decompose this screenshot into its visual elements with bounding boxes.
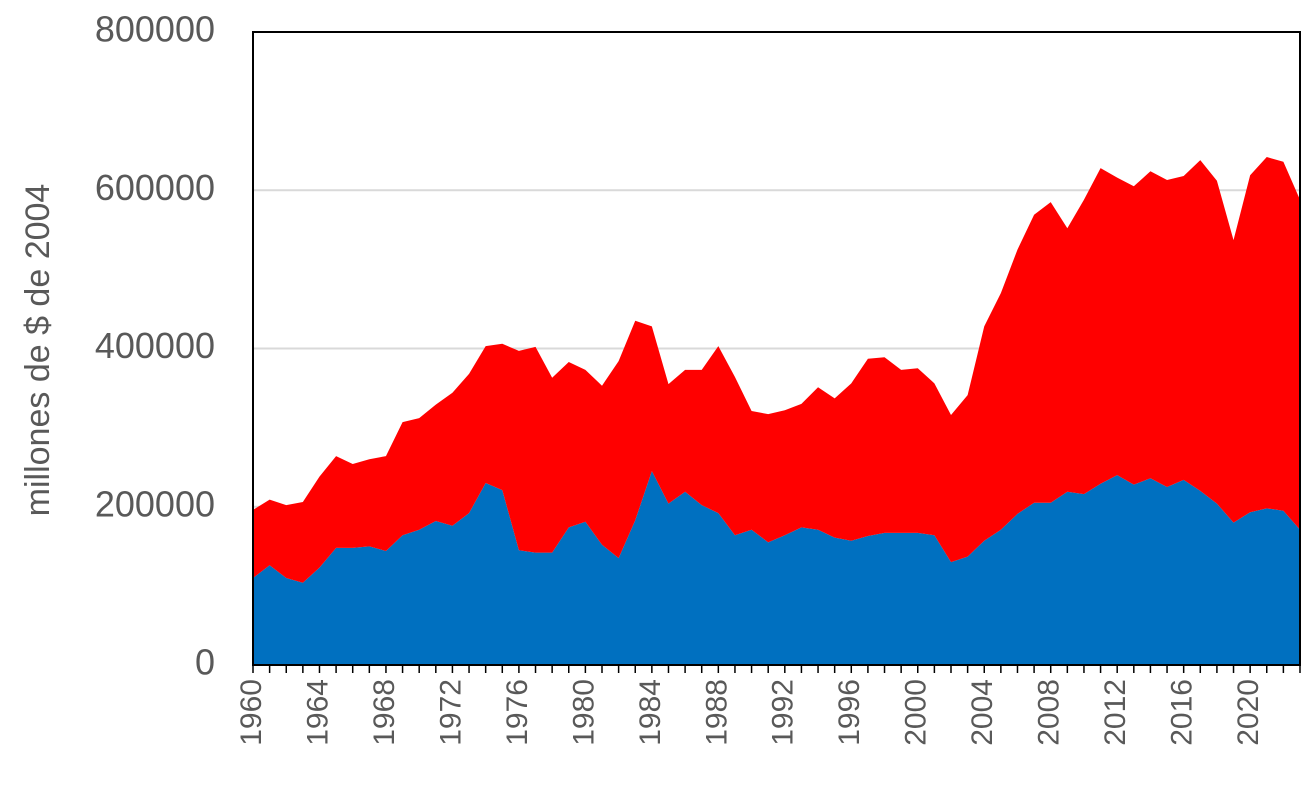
plot-frame xyxy=(252,31,1301,666)
y-tick-label: 600000 xyxy=(95,167,215,208)
x-tick-label: 2008 xyxy=(1033,679,1066,746)
x-tick-label: 1976 xyxy=(501,679,534,746)
x-tick-label: 1972 xyxy=(434,679,467,746)
x-tick-label: 1968 xyxy=(368,679,401,746)
x-tick-label: 1988 xyxy=(700,679,733,746)
x-tick-label: 2012 xyxy=(1099,679,1132,746)
area xyxy=(253,157,1300,583)
y-axis-title: millones de $ de 2004 xyxy=(19,184,57,517)
y-tick-label: 400000 xyxy=(95,325,215,366)
x-tick-label: 2000 xyxy=(900,679,933,746)
x-tick-label: 1996 xyxy=(833,679,866,746)
x-tick-label: 1980 xyxy=(567,679,600,746)
y-tick-label: 0 xyxy=(195,642,215,683)
x-tick-label: 1992 xyxy=(767,679,800,746)
y-tick-label: 800000 xyxy=(95,9,215,50)
x-tick-label: 2004 xyxy=(966,679,999,746)
x-tick-label: 1960 xyxy=(235,679,268,746)
x-tick-label: 2020 xyxy=(1232,679,1265,746)
x-tick-label: 1964 xyxy=(301,679,334,746)
y-tick-label: 200000 xyxy=(95,483,215,524)
x-tick-label: 1984 xyxy=(634,679,667,746)
x-tick-label: 2016 xyxy=(1166,679,1199,746)
area xyxy=(253,471,1300,665)
